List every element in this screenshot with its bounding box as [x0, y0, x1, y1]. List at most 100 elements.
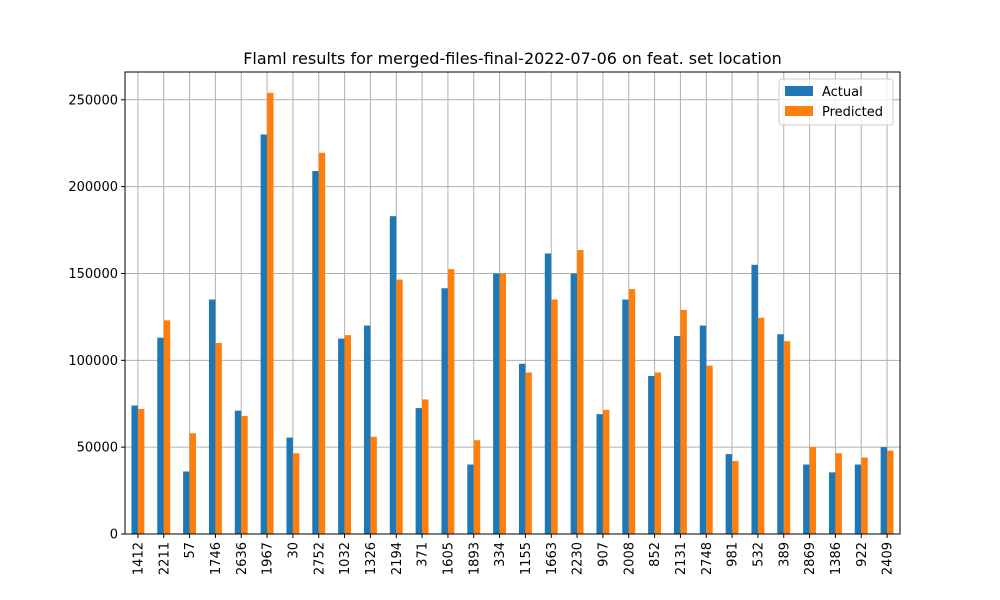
bar-actual-2869: [803, 464, 810, 534]
legend-label-actual: Actual: [822, 85, 863, 100]
bar-predicted-1967: [267, 92, 274, 534]
legend: Actual Predicted: [778, 78, 894, 126]
bar-predicted-2211: [163, 320, 171, 534]
x-tick-label: 2752: [312, 542, 327, 575]
bar-actual-532: [751, 264, 758, 534]
x-tick-label: 1967: [261, 542, 276, 575]
bar-actual-57: [183, 471, 190, 534]
bar-predicted-981: [732, 461, 739, 534]
bar-actual-2230: [570, 273, 578, 534]
x-tick-label: 1893: [467, 542, 482, 575]
y-tick-label: 0: [110, 528, 118, 543]
x-tick-label: 1032: [338, 542, 353, 575]
bar-predicted-389: [783, 341, 791, 534]
x-tick-label: 389: [777, 542, 792, 567]
bar-predicted-1412: [137, 408, 145, 534]
bars: [131, 92, 894, 535]
x-tick-label: 1663: [545, 542, 560, 575]
bar-actual-1155: [518, 363, 526, 534]
bar-predicted-907: [602, 409, 610, 534]
bar-actual-981: [725, 454, 733, 534]
bar-actual-1326: [363, 325, 371, 534]
bar-predicted-1032: [344, 335, 352, 534]
x-tick-label: 2194: [390, 542, 405, 575]
bar-actual-2008: [622, 299, 629, 534]
bar-actual-334: [493, 273, 500, 534]
bar-actual-1386: [828, 472, 836, 534]
x-tick-label: 1326: [364, 542, 379, 575]
x-tick-label: 981: [726, 542, 741, 567]
bar-predicted-2636: [241, 415, 248, 534]
y-tick-label: 250000: [68, 93, 118, 108]
bar-predicted-1663: [551, 299, 558, 534]
y-tick-label: 200000: [68, 180, 118, 195]
x-tick-label: 371: [416, 542, 431, 567]
bar-predicted-2869: [809, 447, 817, 534]
bar-predicted-1386: [835, 453, 842, 534]
bar-actual-907: [596, 414, 603, 534]
x-tick-label: 852: [648, 542, 663, 567]
bar-predicted-2748: [706, 365, 713, 534]
x-tick-label: 1746: [209, 542, 224, 575]
y-tick-label: 150000: [68, 267, 118, 282]
x-axis-ticks: 1412 2211 57 1746 2636 1967 30 2752 1032 1326 2194…: [131, 534, 896, 575]
x-tick-label: 2869: [803, 542, 818, 575]
x-tick-label: 2211: [157, 542, 172, 575]
x-tick-label: 1605: [441, 542, 456, 575]
x-tick-label: 334: [493, 542, 508, 567]
bar-predicted-2752: [318, 152, 326, 534]
bar-predicted-2194: [396, 279, 403, 534]
x-tick-label: 2008: [622, 542, 637, 575]
bar-predicted-334: [499, 273, 507, 534]
x-tick-label: 1386: [829, 542, 844, 575]
bar-predicted-2131: [680, 309, 687, 534]
bar-predicted-57: [189, 433, 197, 534]
bar-actual-1746: [208, 299, 216, 534]
x-tick-label: 907: [596, 542, 611, 567]
bar-actual-2752: [312, 171, 319, 534]
bar-actual-2636: [234, 410, 242, 534]
bar-predicted-1326: [370, 436, 377, 534]
bar-actual-2748: [699, 325, 707, 534]
bar-predicted-2008: [628, 289, 636, 534]
bar-predicted-2230: [577, 250, 584, 535]
x-tick-label: 2636: [235, 542, 250, 575]
legend-swatch-predicted: [785, 106, 813, 116]
bar-actual-1032: [338, 338, 345, 534]
chart-title: Flaml results for merged-files-final-202…: [243, 49, 782, 68]
bar-predicted-2409: [887, 450, 894, 534]
bar-actual-30: [286, 437, 293, 534]
bar-predicted-1605: [447, 269, 455, 534]
y-axis-ticks: 0 50000 100000 150000 200000 250000: [68, 93, 125, 543]
bar-actual-389: [777, 334, 784, 534]
bar-actual-2211: [157, 337, 164, 534]
x-tick-label: 1155: [519, 542, 534, 575]
bar-actual-2194: [389, 216, 397, 534]
bar-actual-1893: [467, 464, 474, 534]
x-tick-label: 2409: [881, 542, 896, 575]
x-tick-label: 30: [286, 542, 301, 559]
bar-predicted-1155: [525, 372, 532, 534]
bar-actual-852: [648, 375, 655, 534]
bar-predicted-532: [757, 317, 765, 534]
x-tick-label: 2748: [700, 542, 715, 575]
x-tick-label: 1412: [131, 542, 146, 575]
bar-actual-1663: [544, 253, 552, 534]
bar-predicted-1893: [473, 440, 481, 534]
x-tick-label: 532: [751, 542, 766, 567]
bar-actual-2409: [880, 447, 888, 534]
bar-predicted-922: [861, 457, 868, 534]
bar-actual-1605: [441, 288, 448, 534]
legend-label-predicted: Predicted: [822, 105, 883, 120]
legend-swatch-actual: [785, 86, 813, 96]
plot-frame: [124, 71, 901, 535]
bar-predicted-371: [422, 399, 429, 534]
bar-actual-2131: [673, 336, 681, 534]
bar-predicted-852: [654, 372, 662, 534]
bar-predicted-1746: [215, 342, 222, 534]
bar-actual-1967: [260, 134, 268, 535]
bar-actual-922: [854, 464, 862, 534]
y-tick-label: 50000: [77, 441, 118, 456]
x-tick-label: 2230: [571, 542, 586, 575]
